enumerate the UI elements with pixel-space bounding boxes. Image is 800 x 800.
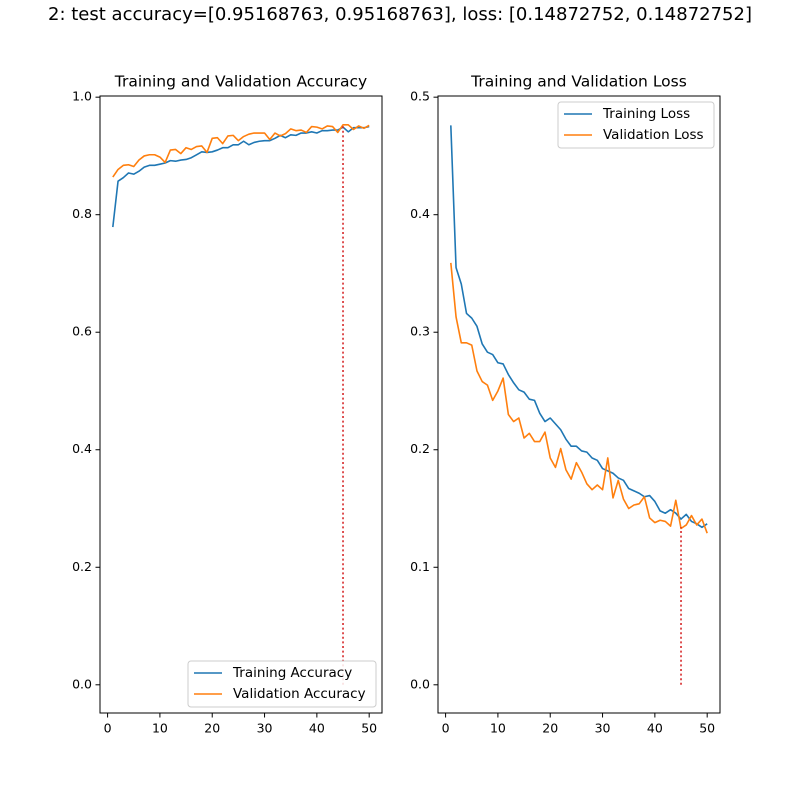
accuracy-y-tick-label: 0.0 (72, 676, 92, 691)
loss-x-tick-label: 20 (542, 721, 558, 736)
accuracy-axes-frame (99, 95, 383, 714)
accuracy-y-tick-label: 1.0 (72, 89, 92, 104)
accuracy-y-tick-label: 0.2 (72, 559, 92, 574)
loss-axes-frame (437, 95, 721, 714)
accuracy-x-tick-label: 0 (104, 721, 112, 736)
loss-x-tick-label: 50 (699, 721, 715, 736)
accuracy-y-tick-label: 0.6 (72, 324, 92, 339)
loss-y-tick-label: 0.2 (410, 441, 430, 456)
accuracy-x-tick-label: 40 (309, 721, 325, 736)
loss-x-tick-label: 40 (647, 721, 663, 736)
accuracy-legend-entry: Validation Accuracy (233, 686, 366, 702)
loss-y-tick-label: 0.5 (410, 89, 430, 104)
accuracy-legend-entry: Training Accuracy (232, 665, 352, 681)
loss-y-tick-label: 0.0 (410, 676, 430, 691)
accuracy-x-tick-label: 20 (204, 721, 220, 736)
loss-y-tick-label: 0.4 (410, 206, 430, 221)
figure-suptitle: 2: test accuracy=[0.95168763, 0.95168763… (48, 4, 752, 25)
accuracy-title: Training and Validation Accuracy (114, 73, 367, 91)
loss-y-tick-label: 0.3 (410, 324, 430, 339)
loss-series-line-validation (450, 262, 708, 534)
loss-plot-area: 0 10 20 30 40 50 0.0 0.1 0.2 0.3 0.4 0.5 Training Lo… (410, 89, 721, 736)
accuracy-y-tick-label: 0.4 (72, 441, 92, 456)
accuracy-x-tick-label: 10 (152, 721, 168, 736)
accuracy-legend-box (187, 660, 377, 708)
loss-legend: Training Loss Validation Loss (557, 101, 715, 149)
accuracy-subplot: Training and Validation Accuracy 0 10 20 30… (72, 73, 383, 736)
loss-legend-entry: Training Loss (602, 106, 690, 122)
accuracy-series-line-validation (112, 123, 370, 178)
loss-title: Training and Validation Loss (470, 73, 687, 91)
accuracy-x-tick-label: 50 (361, 721, 377, 736)
loss-subplot: Training and Validation Loss 0 10 20 30 40 50… (410, 73, 721, 736)
accuracy-y-tick-label: 0.8 (72, 206, 92, 221)
loss-series-line-training (450, 125, 708, 529)
accuracy-series-line-training (112, 125, 370, 228)
loss-x-tick-label: 10 (490, 721, 506, 736)
loss-y-tick-label: 0.1 (410, 559, 430, 574)
accuracy-x-tick-label: 30 (257, 721, 273, 736)
loss-legend-box (557, 101, 715, 149)
loss-legend-entry: Validation Loss (603, 127, 704, 143)
loss-x-tick-label: 30 (595, 721, 611, 736)
loss-x-tick-label: 0 (442, 721, 450, 736)
accuracy-legend: Training Accuracy Validation Accuracy (187, 660, 377, 708)
accuracy-plot-area: 0 10 20 30 40 50 0.0 0.2 0.4 0.6 0.8 1.0 Training Ac… (72, 89, 383, 736)
